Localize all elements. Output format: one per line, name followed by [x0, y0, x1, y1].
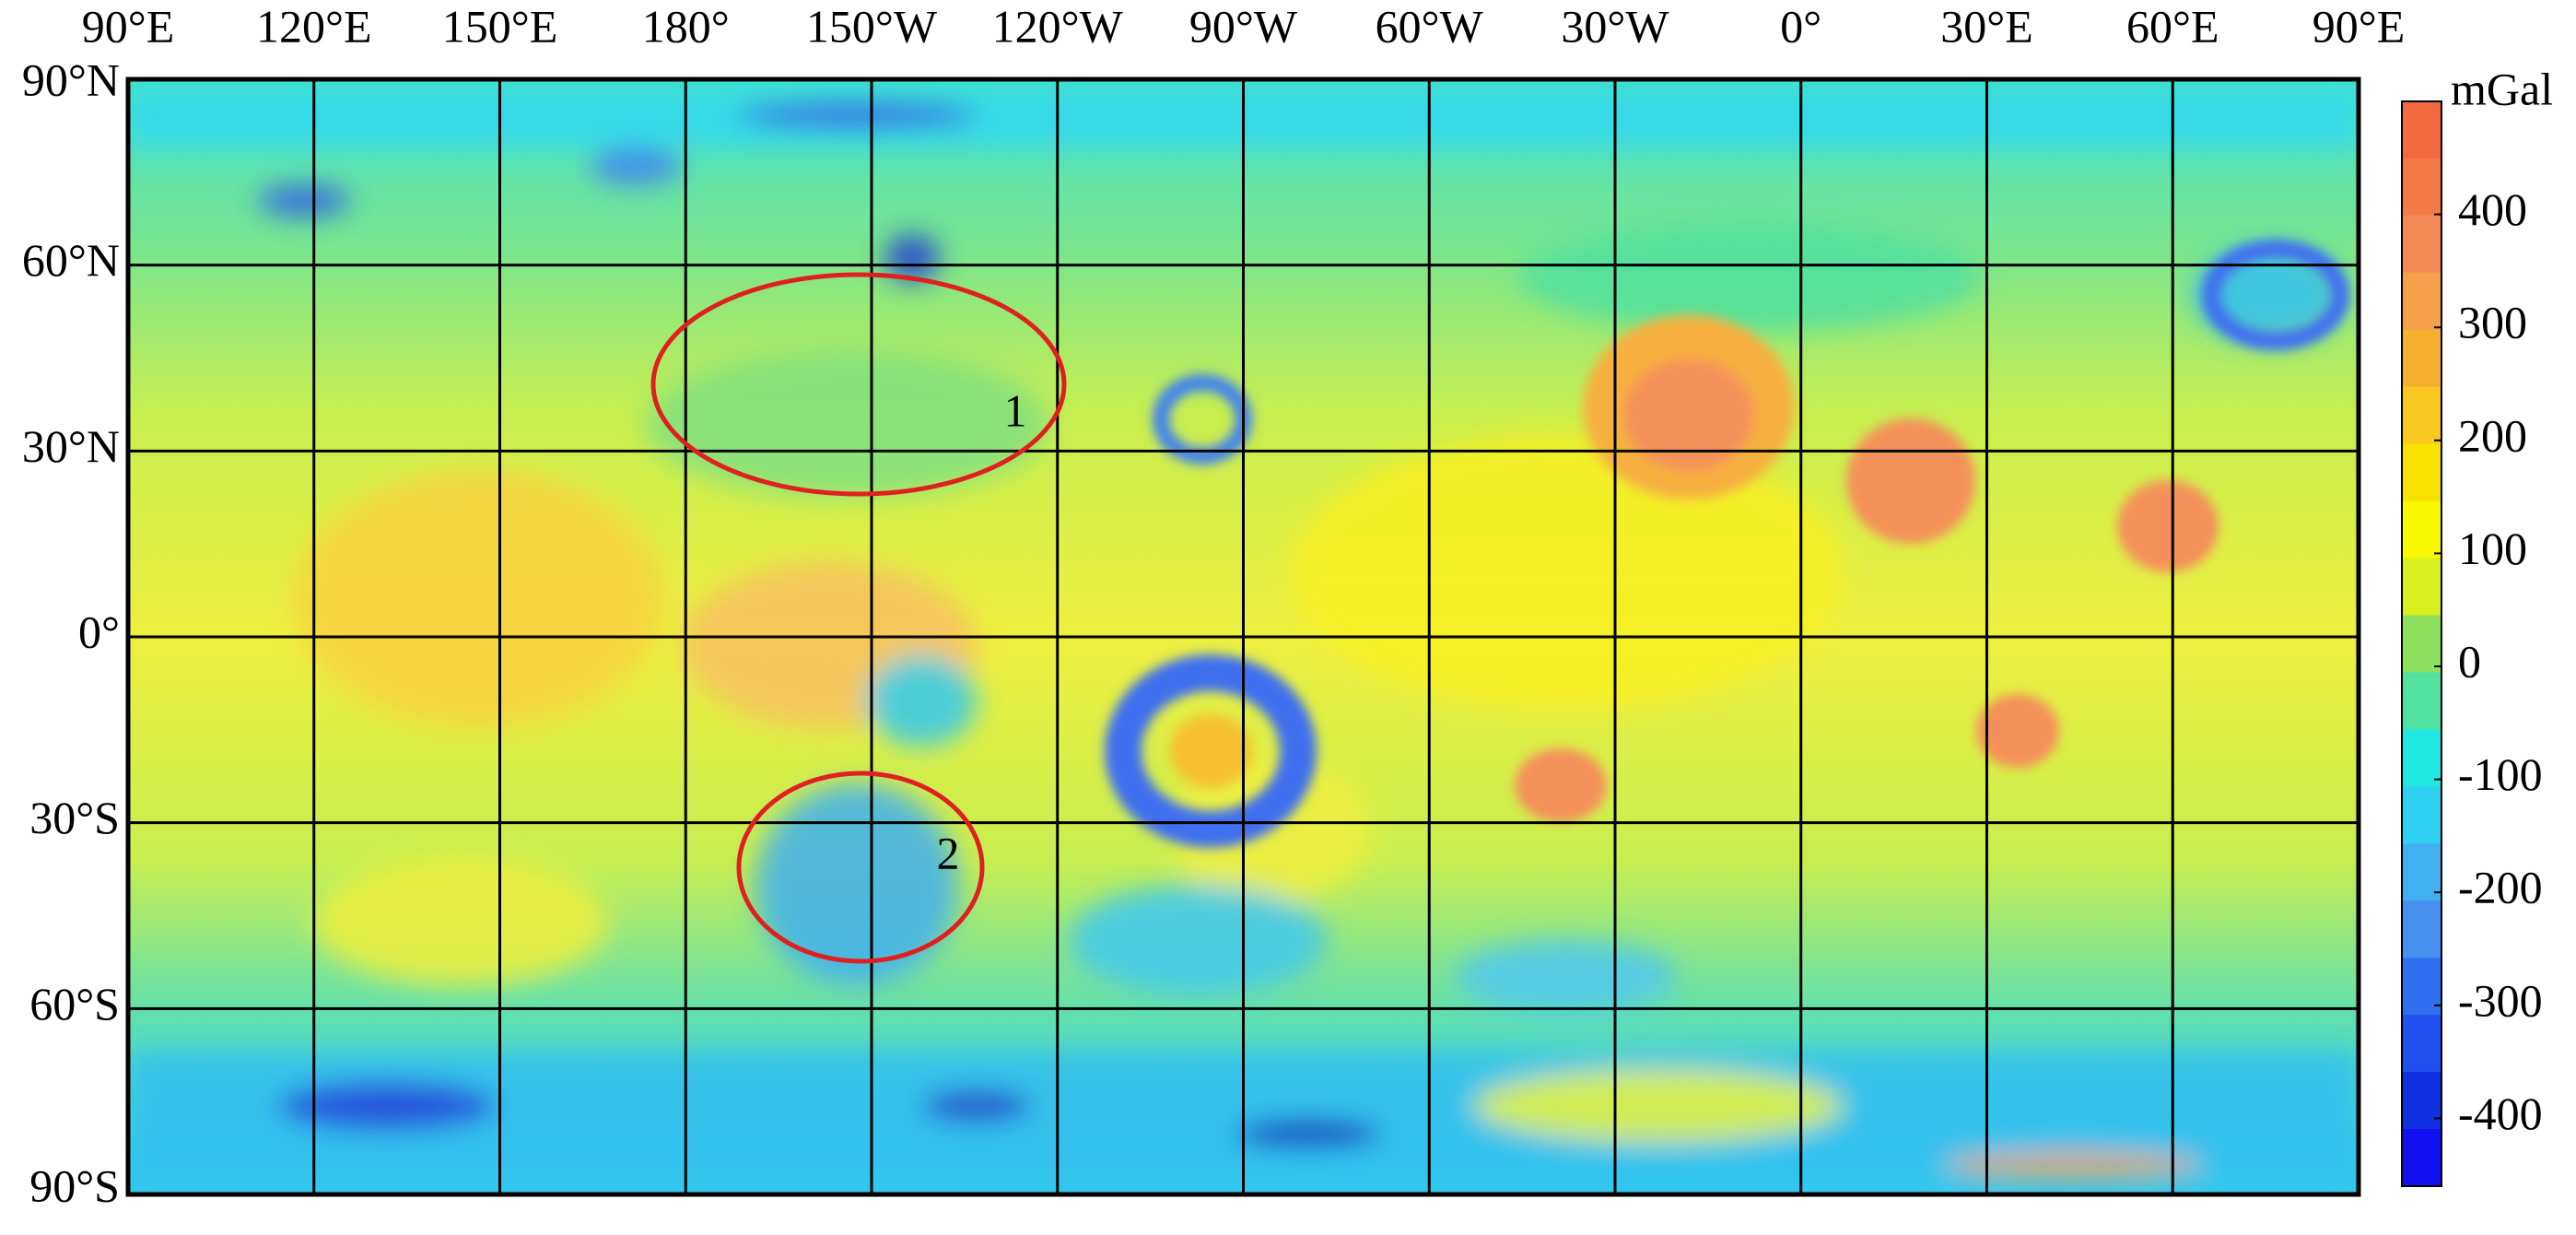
longitude-label: 180° [642, 0, 730, 52]
colorbar: 400 300 200 100 0 -100 -200 -300 -400 [2401, 100, 2543, 1187]
colorbar-tick-label: -100 [2458, 748, 2543, 800]
region-label: 1 [1004, 384, 1027, 436]
latitude-label: 60°N [22, 234, 120, 286]
colorbar-band [2402, 443, 2441, 502]
colorbar-band [2402, 958, 2441, 1016]
colorbar-tick-label: 200 [2458, 409, 2527, 461]
latitude-label: 90°N [22, 53, 120, 105]
colorbar-tick-label: 400 [2458, 183, 2527, 235]
colorbar-band [2402, 786, 2441, 844]
colorbar-tick-label: 100 [2458, 523, 2527, 574]
colorbar-tick-label: -300 [2458, 974, 2543, 1026]
colorbar-tick-label: -400 [2458, 1088, 2543, 1139]
latitude-label: 90°S [29, 1159, 120, 1211]
longitude-label: 150°E [442, 0, 558, 52]
latitude-label: 30°N [22, 420, 120, 472]
colorbar-unit: mGal [2451, 63, 2553, 114]
colorbar-band [2402, 1072, 2441, 1130]
colorbar-band [2402, 672, 2441, 730]
colorbar-band [2402, 158, 2441, 217]
longitude-label: 30°E [1940, 0, 2033, 52]
colorbar-tick-label: 0 [2458, 635, 2481, 687]
colorbar-tick-label: 300 [2458, 297, 2527, 348]
longitude-label: 90°E [2313, 0, 2406, 52]
colorbar-band [2402, 558, 2441, 617]
colorbar-band [2402, 329, 2441, 388]
colorbar-frame [2401, 100, 2442, 1187]
latitude-label: 0° [78, 606, 120, 657]
longitude-label: 90°E [82, 0, 175, 52]
longitude-label: 30°W [1561, 0, 1669, 52]
region-outline [736, 770, 985, 964]
colorbar-band [2402, 101, 2441, 159]
colorbar-band [2402, 386, 2441, 445]
map-frame [125, 76, 2361, 1197]
colorbar-band [2402, 729, 2441, 787]
latitude-label: 60°S [29, 978, 120, 1029]
longitude-label: 120°W [992, 0, 1124, 52]
graticule [128, 79, 2359, 1194]
colorbar-band [2402, 500, 2441, 559]
colorbar-band [2402, 615, 2441, 673]
longitude-label: 60°E [2126, 0, 2219, 52]
latitude-label: 30°S [29, 792, 120, 843]
region-label: 2 [937, 827, 960, 878]
longitude-label: 120°E [256, 0, 372, 52]
colorbar-band [2402, 272, 2441, 331]
colorbar-tick-label: -200 [2458, 862, 2543, 913]
region-outline [650, 272, 1067, 497]
longitude-label: 150°W [806, 0, 938, 52]
colorbar-band [2402, 215, 2441, 274]
longitude-label: 0° [1780, 0, 1821, 52]
longitude-label: 90°W [1189, 0, 1298, 52]
colorbar-band [2402, 1015, 2441, 1073]
colorbar-band [2402, 900, 2441, 959]
colorbar-band [2402, 1129, 2441, 1187]
longitude-label: 60°W [1376, 0, 1484, 52]
